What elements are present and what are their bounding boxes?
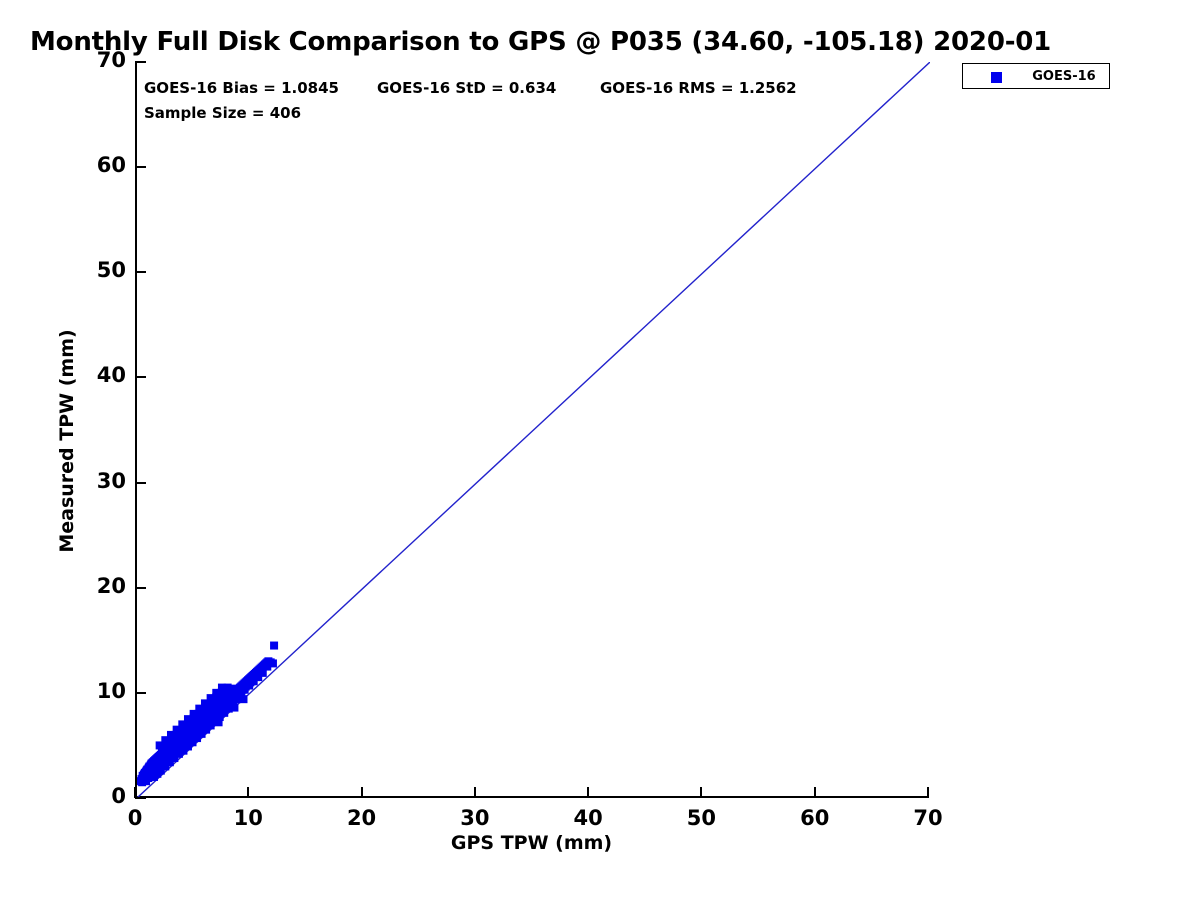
scatter-point [189, 714, 198, 723]
stat-sample-size-label: Sample Size = 406 [144, 104, 302, 122]
scatter-point [217, 683, 226, 692]
scatter-point [195, 727, 204, 736]
scatter-point [177, 744, 186, 753]
scatter-canvas [137, 62, 930, 798]
stat-std-label: GOES-16 StD = 0.634 [377, 79, 557, 97]
y-tick-label: 70 [96, 48, 126, 72]
x-tick-mark [247, 787, 250, 798]
y-tick-label: 20 [96, 573, 126, 598]
legend-label-goes16: GOES-16 [1032, 69, 1096, 84]
x-tick-label: 10 [233, 806, 263, 830]
scatter-point [268, 659, 277, 668]
scatter-point [249, 677, 258, 686]
y-tick-label: 50 [96, 258, 126, 283]
scatter-point [178, 720, 187, 729]
scatter-point [189, 709, 198, 718]
y-tick-label: 0 [111, 784, 126, 808]
scatter-point [217, 706, 226, 715]
scatter-point [166, 735, 175, 744]
scatter-point [200, 699, 209, 708]
y-tick-mark [135, 481, 146, 484]
x-tick-label: 30 [460, 806, 490, 830]
stat-rms-label: GOES-16 RMS = 1.2562 [600, 79, 797, 97]
scatter-point [163, 757, 172, 766]
chart-legend[interactable]: GOES-16 [962, 63, 1110, 89]
scatter-point [227, 698, 236, 707]
y-tick-mark [135, 166, 146, 169]
x-tick-label: 40 [573, 806, 603, 830]
x-tick-mark [587, 787, 590, 798]
scatter-point [231, 694, 240, 703]
scatter-series-goes16 [137, 641, 279, 787]
y-tick-mark [135, 376, 146, 379]
scatter-point [239, 695, 248, 704]
y-tick-mark [135, 271, 146, 274]
x-tick-mark [134, 787, 136, 798]
scatter-point [236, 689, 245, 698]
scatter-point [181, 740, 190, 749]
scatter-point [171, 730, 180, 739]
plot-area [135, 62, 930, 798]
scatter-point [152, 764, 161, 773]
x-tick-mark [813, 787, 816, 798]
y-tick-label: 30 [96, 468, 126, 493]
scatter-point [263, 662, 272, 671]
scatter-point [245, 681, 254, 690]
scatter-point [172, 748, 181, 757]
x-tick-label: 20 [346, 806, 377, 830]
x-tick-label: 60 [800, 806, 830, 830]
x-tick-label: 50 [686, 806, 717, 830]
scatter-point [168, 752, 177, 761]
page-title: Monthly Full Disk Comparison to GPS @ P0… [30, 27, 1052, 57]
scatter-point [222, 702, 231, 711]
y-tick-mark [135, 797, 146, 799]
legend-marker-goes16-icon [991, 72, 1002, 83]
y-tick-mark [135, 586, 146, 589]
scatter-point [183, 715, 192, 724]
scatter-point [212, 693, 221, 702]
scatter-point [214, 718, 223, 727]
x-tick-mark [700, 787, 703, 798]
y-tick-label: 60 [96, 153, 126, 178]
scatter-point [148, 768, 157, 777]
scatter-point [270, 641, 279, 650]
y-tick-label: 40 [96, 363, 126, 388]
scatter-point [240, 685, 249, 694]
scatter-point [166, 730, 175, 739]
scatter-point [186, 736, 195, 745]
x-tick-mark [473, 787, 476, 798]
scatter-point [161, 736, 170, 745]
scatter-point [223, 683, 232, 692]
x-tick-mark [360, 787, 363, 798]
scatter-point [216, 688, 225, 697]
y-tick-mark [135, 691, 146, 694]
scatter-point [194, 709, 203, 718]
x-tick-label: 0 [127, 806, 143, 830]
scatter-point [199, 723, 208, 732]
scatter-point [212, 688, 221, 697]
scatter-point [142, 777, 151, 786]
x-axis-label: GPS TPW (mm) [450, 832, 613, 854]
scatter-point [254, 673, 263, 682]
scatter-point [156, 766, 165, 775]
scatter-point [145, 772, 154, 781]
one-to-one-line [137, 62, 930, 798]
scatter-point [190, 731, 199, 740]
y-tick-mark [135, 61, 146, 63]
x-tick-mark [927, 787, 929, 798]
scatter-point [172, 725, 181, 734]
scatter-point [205, 717, 214, 726]
scatter-point [230, 703, 239, 712]
y-axis-label: Measured TPW (mm) [56, 329, 78, 553]
x-tick-label: 70 [913, 806, 943, 830]
scatter-point [258, 668, 267, 677]
y-tick-label: 10 [96, 678, 126, 703]
stat-bias-label: GOES-16 Bias = 1.0845 [144, 79, 339, 97]
scatter-point [213, 710, 222, 719]
scatter-point [159, 761, 168, 770]
scatter-point [155, 741, 164, 750]
scatter-point [195, 704, 204, 713]
scatter-point [206, 694, 215, 703]
